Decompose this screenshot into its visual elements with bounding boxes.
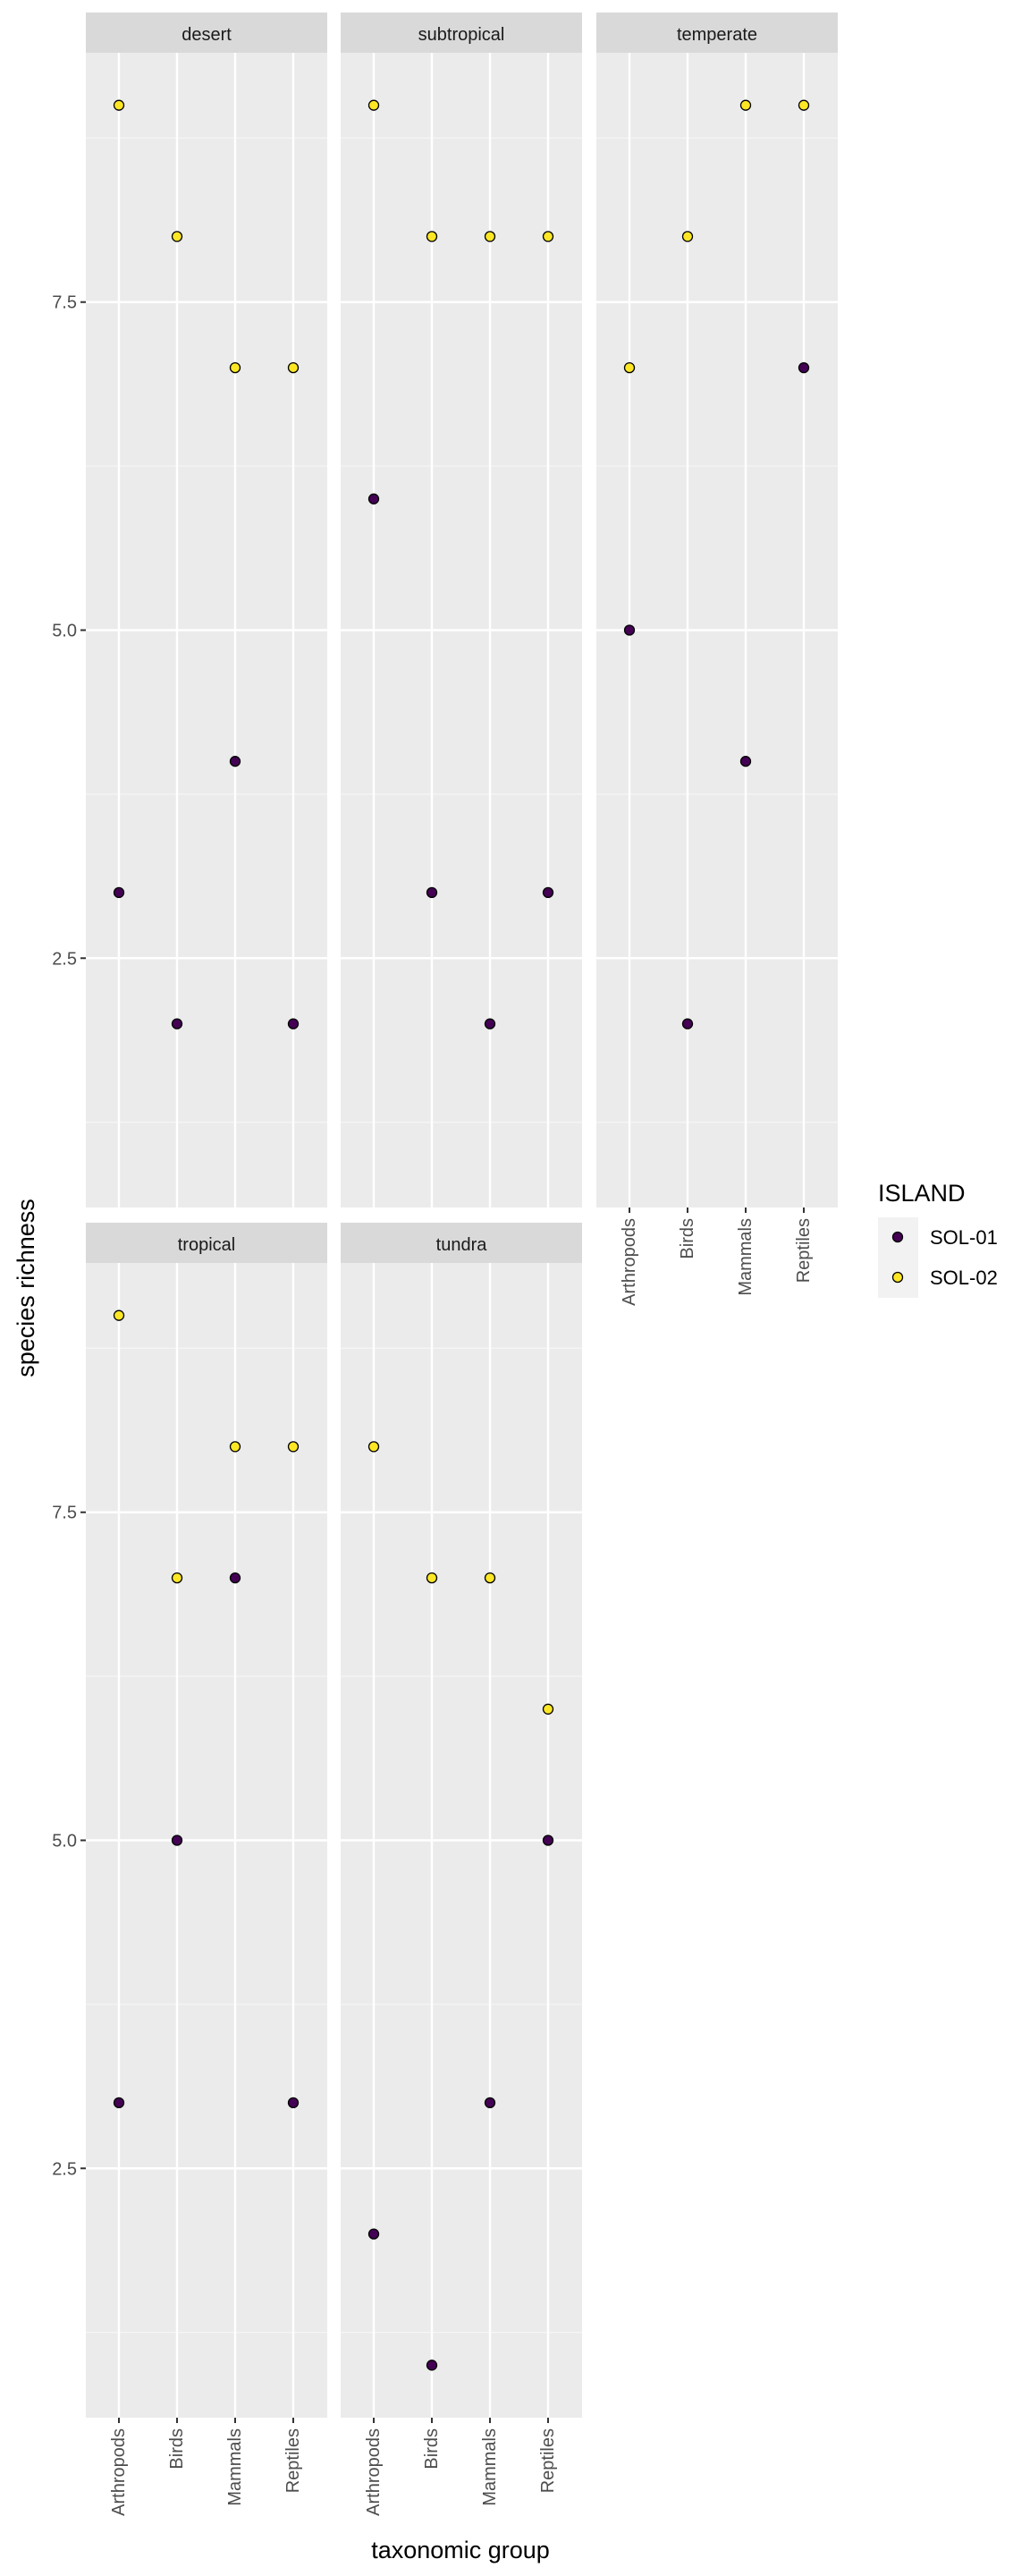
point-tropical-SOL-01-mammals [229, 1572, 241, 1584]
panel-tundra: tundra Arthropods Birds Mammals Reptiles [341, 1223, 582, 2516]
point-desert-SOL-02-arthropods [113, 99, 125, 111]
legend-items: SOL-01 SOL-02 [878, 1217, 998, 1298]
point-tundra-SOL-01-birds [426, 2360, 438, 2371]
legend-key-SOL-02 [891, 1271, 904, 1284]
point-desert-SOL-01-reptiles [287, 1018, 300, 1030]
legend-label-SOL-02: SOL-02 [930, 1267, 998, 1289]
point-subtropical-SOL-02-birds [426, 231, 438, 242]
x-tick-label: Mammals [225, 2428, 245, 2506]
point-temperate-SOL-01-arthropods [623, 624, 636, 636]
panel-tropical: tropical 2.5 5.0 7.5 Arthropods Birds Mammals R… [52, 1223, 327, 2516]
point-tropical-SOL-02-mammals [229, 1441, 241, 1453]
point-temperate-SOL-02-reptiles [798, 99, 810, 111]
facet-panels: desert 2.5 5.0 7.5 subtropical temperate Arthr… [52, 13, 838, 2516]
point-tundra-SOL-01-mammals [484, 2097, 496, 2109]
point-tropical-SOL-02-birds [171, 1572, 183, 1584]
point-subtropical-SOL-02-reptiles [542, 231, 554, 242]
x-tick-label: Mammals [736, 1218, 756, 1296]
point-desert-SOL-02-mammals [229, 361, 241, 374]
strip-label-subtropical: subtropical [418, 25, 505, 45]
point-desert-SOL-01-birds [171, 1018, 183, 1030]
x-tick-label: Arthropods [620, 1218, 639, 1306]
legend-label-SOL-01: SOL-01 [930, 1226, 998, 1249]
point-subtropical-SOL-01-birds [426, 886, 438, 899]
legend: ISLAND SOL-01 SOL-02 [878, 1180, 998, 1298]
x-axis-title: taxonomic group [371, 2537, 550, 2563]
point-desert-SOL-02-birds [171, 231, 183, 242]
point-tundra-SOL-02-birds [426, 1572, 438, 1584]
point-tundra-SOL-02-mammals [484, 1572, 496, 1584]
strip-label-tropical: tropical [178, 1235, 235, 1255]
x-tick-label: Birds [167, 2428, 187, 2470]
y-tick-label: 5.0 [52, 622, 77, 641]
point-desert-SOL-01-arthropods [113, 886, 125, 899]
point-subtropical-SOL-01-mammals [484, 1018, 496, 1030]
strip-label-desert: desert [182, 25, 232, 45]
point-subtropical-SOL-02-mammals [484, 231, 496, 242]
point-temperate-SOL-01-mammals [739, 756, 752, 767]
point-tropical-SOL-02-reptiles [287, 1441, 300, 1453]
x-tick-label: Arthropods [364, 2428, 384, 2516]
x-tick-label: Arthropods [109, 2428, 129, 2516]
point-temperate-SOL-02-birds [681, 231, 694, 242]
point-temperate-SOL-01-birds [681, 1018, 694, 1030]
y-tick-label: 2.5 [52, 949, 77, 969]
panel-desert: desert 2.5 5.0 7.5 [52, 13, 327, 1208]
legend-title: ISLAND [878, 1180, 966, 1207]
x-tick-label: Reptiles [794, 1218, 814, 1283]
point-temperate-SOL-02-mammals [739, 99, 752, 111]
strip-subtropical [341, 13, 582, 53]
point-tundra-SOL-01-reptiles [542, 1835, 554, 1846]
point-temperate-SOL-01-reptiles [798, 361, 810, 374]
point-subtropical-SOL-02-arthropods [367, 99, 380, 111]
point-tundra-SOL-02-arthropods [367, 1441, 380, 1453]
y-tick-label: 7.5 [52, 293, 77, 313]
strip-desert [86, 13, 327, 53]
x-tick-label: Reptiles [283, 2428, 303, 2493]
strip-temperate [596, 13, 838, 53]
point-subtropical-SOL-01-reptiles [542, 886, 554, 899]
point-tropical-SOL-01-reptiles [287, 2097, 300, 2109]
x-tick-label: Birds [678, 1218, 697, 1259]
legend-key-SOL-01 [891, 1231, 904, 1243]
point-tropical-SOL-02-arthropods [113, 1309, 125, 1321]
strip-label-temperate: temperate [677, 25, 757, 45]
point-tropical-SOL-01-arthropods [113, 2097, 125, 2109]
point-tundra-SOL-01-arthropods [367, 2228, 380, 2240]
x-tick-label: Birds [422, 2428, 442, 2470]
strip-label-tundra: tundra [436, 1235, 488, 1255]
y-tick-label: 7.5 [52, 1504, 77, 1523]
point-subtropical-SOL-01-arthropods [367, 493, 380, 504]
point-desert-SOL-02-reptiles [287, 361, 300, 374]
point-desert-SOL-01-mammals [229, 756, 241, 767]
y-axis-title: species richness [13, 1199, 39, 1377]
point-tropical-SOL-01-birds [171, 1835, 183, 1846]
y-tick-label: 5.0 [52, 1832, 77, 1852]
x-tick-label: Reptiles [538, 2428, 558, 2493]
panel-temperate: temperate Arthropods Birds Mammals Reptiles [596, 13, 838, 1306]
panel-subtropical: subtropical [341, 13, 582, 1208]
strip-tropical [86, 1223, 327, 1263]
strip-tundra [341, 1223, 582, 1263]
point-temperate-SOL-02-arthropods [623, 361, 636, 374]
x-tick-label: Mammals [480, 2428, 500, 2506]
y-tick-label: 2.5 [52, 2159, 77, 2179]
point-tundra-SOL-02-reptiles [542, 1703, 554, 1715]
